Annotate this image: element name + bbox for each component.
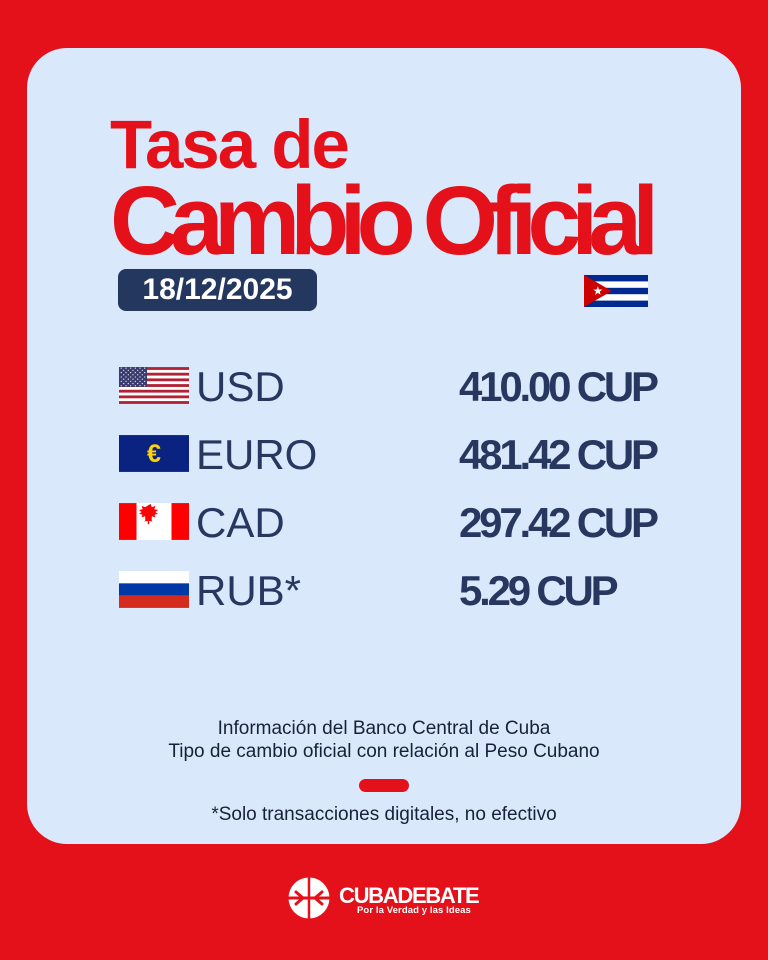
svg-text:€: € <box>147 440 161 468</box>
